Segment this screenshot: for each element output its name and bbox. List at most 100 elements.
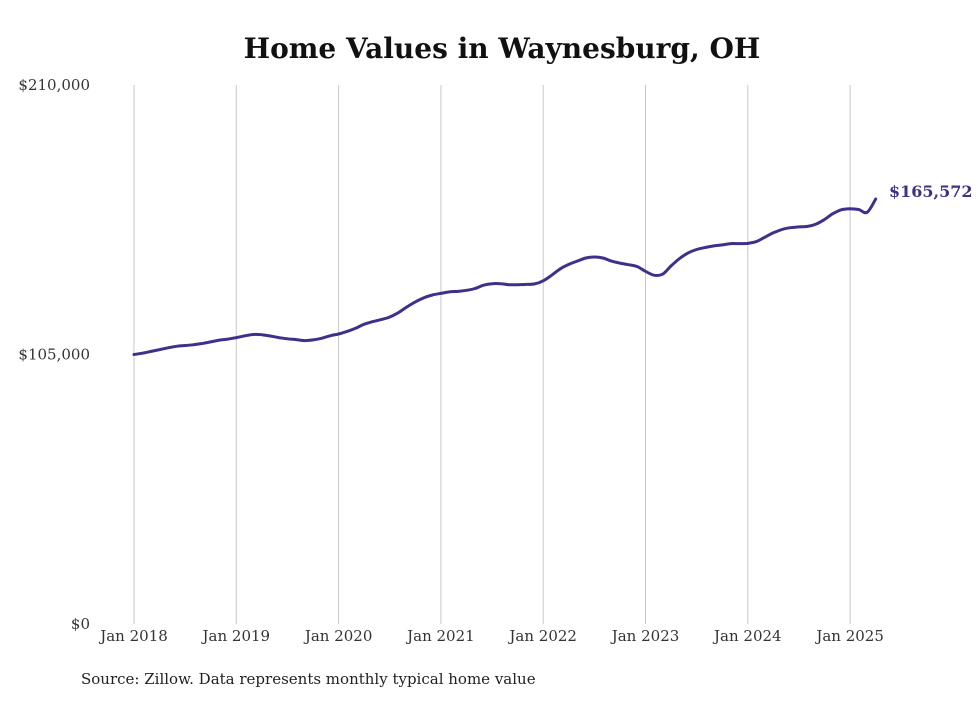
- x-tick-label: Jan 2022: [507, 627, 577, 645]
- data-point: [720, 243, 724, 247]
- data-point: [260, 333, 264, 337]
- data-point: [294, 338, 298, 342]
- data-point: [746, 241, 750, 245]
- data-point: [490, 282, 494, 286]
- data-point: [737, 242, 741, 246]
- data-point: [814, 222, 818, 226]
- data-point: [541, 279, 545, 283]
- data-point: [456, 289, 460, 293]
- data-point: [575, 259, 579, 263]
- data-point: [507, 283, 511, 287]
- data-point: [669, 264, 673, 268]
- data-point: [609, 259, 613, 263]
- data-point: [840, 208, 844, 212]
- data-point: [533, 282, 537, 286]
- grid-lines: [133, 85, 851, 624]
- x-tick-label: Jan 2018: [98, 627, 168, 645]
- x-tick-label: Jan 2021: [405, 627, 475, 645]
- data-point: [550, 273, 554, 277]
- data-point: [192, 343, 196, 347]
- end-value-label: $165,572: [889, 182, 973, 201]
- data-point: [166, 346, 170, 350]
- data-point: [788, 226, 792, 230]
- data-point: [439, 291, 443, 295]
- data-point: [354, 326, 358, 330]
- data-point: [652, 273, 656, 277]
- data-point: [831, 212, 835, 216]
- data-point: [362, 322, 366, 326]
- y-axis-ticks: $0 $105,000 $210,000: [18, 76, 90, 633]
- x-tick-label: Jan 2024: [712, 627, 782, 645]
- data-point: [465, 288, 469, 292]
- data-point: [874, 197, 878, 201]
- x-tick-label: Jan 2019: [201, 627, 271, 645]
- data-point: [686, 251, 690, 255]
- data-point: [379, 318, 383, 322]
- data-point: [644, 269, 648, 273]
- data-point: [183, 344, 187, 348]
- data-point: [405, 305, 409, 309]
- x-tick-label: Jan 2025: [814, 627, 884, 645]
- data-point: [482, 283, 486, 287]
- data-point: [678, 257, 682, 261]
- data-point: [695, 248, 699, 252]
- data-point: [447, 290, 451, 294]
- data-point: [175, 344, 179, 348]
- chart-title: Home Values in Waynesburg, OH: [244, 32, 761, 65]
- data-point: [865, 210, 869, 214]
- series-line-home-values: [132, 197, 878, 356]
- data-point: [567, 262, 571, 266]
- y-tick-label: $210,000: [18, 76, 90, 94]
- data-point: [268, 334, 272, 338]
- data-point: [200, 342, 204, 346]
- data-point: [729, 242, 733, 246]
- data-point: [217, 338, 221, 342]
- data-point: [430, 293, 434, 297]
- series-layer: [132, 197, 878, 357]
- data-point: [712, 244, 716, 248]
- data-point: [635, 265, 639, 269]
- data-point: [388, 315, 392, 319]
- data-point: [303, 339, 307, 343]
- data-point: [780, 228, 784, 232]
- data-point: [311, 338, 315, 342]
- y-tick-label: $0: [71, 615, 90, 633]
- data-point: [251, 333, 255, 337]
- data-point: [806, 224, 810, 228]
- data-point: [857, 208, 861, 212]
- source-note: Source: Zillow. Data represents monthly …: [81, 670, 536, 688]
- data-point: [277, 336, 281, 340]
- data-point: [763, 235, 767, 239]
- data-point: [626, 263, 630, 267]
- x-axis-ticks: Jan 2018 Jan 2019 Jan 2020 Jan 2021 Jan 2022…: [98, 627, 884, 645]
- data-point: [149, 349, 153, 353]
- data-point: [132, 353, 136, 357]
- data-point: [413, 300, 417, 304]
- data-point: [371, 320, 375, 324]
- data-point: [499, 282, 503, 286]
- data-point: [661, 272, 665, 276]
- data-point: [601, 256, 605, 260]
- data-point: [473, 287, 477, 291]
- data-point: [337, 332, 341, 336]
- data-point: [703, 246, 707, 250]
- data-point: [234, 336, 238, 340]
- data-point: [524, 282, 528, 286]
- data-point: [771, 231, 775, 235]
- data-point: [226, 337, 230, 341]
- data-point: [618, 261, 622, 265]
- data-point: [823, 218, 827, 222]
- data-point: [209, 340, 213, 344]
- x-tick-label: Jan 2023: [610, 627, 680, 645]
- data-point: [243, 334, 247, 338]
- data-point: [396, 311, 400, 315]
- data-point: [754, 240, 758, 244]
- data-point: [285, 337, 289, 341]
- data-point: [328, 334, 332, 338]
- data-point: [848, 207, 852, 211]
- data-point: [158, 348, 162, 352]
- data-point: [592, 255, 596, 259]
- data-point: [422, 296, 426, 300]
